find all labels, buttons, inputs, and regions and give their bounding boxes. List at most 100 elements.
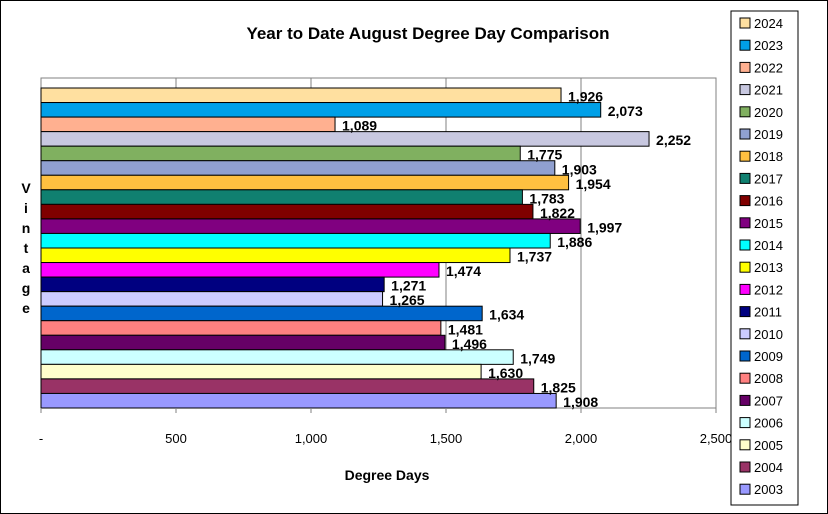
legend-label-2010: 2010 <box>754 327 783 342</box>
legend-swatch-2010 <box>739 328 751 340</box>
legend-label-2023: 2023 <box>754 38 783 53</box>
legend-label-2015: 2015 <box>754 216 783 231</box>
legend-label-2003: 2003 <box>754 482 783 497</box>
data-label-2005: 1,630 <box>488 365 523 381</box>
chart-title: Year to Date August Degree Day Compariso… <box>246 24 609 43</box>
legend-label-2021: 2021 <box>754 83 783 98</box>
bar-2003 <box>40 392 557 409</box>
legend-label-2008: 2008 <box>754 371 783 386</box>
bar-2018 <box>40 174 570 191</box>
data-label-2004: 1,825 <box>541 379 576 395</box>
data-label-2019: 1,903 <box>562 161 597 177</box>
data-label-2022: 1,089 <box>342 118 377 134</box>
data-label-2013: 1,737 <box>517 249 552 265</box>
bar-2012 <box>40 262 440 278</box>
bar-2007 <box>40 334 446 351</box>
data-label-2023: 2,073 <box>608 103 643 119</box>
y-axis-title-letter: a <box>22 260 30 276</box>
legend-label-2019: 2019 <box>754 127 783 142</box>
bar-2023 <box>40 102 602 118</box>
y-axis-title-letter: V <box>21 180 31 196</box>
legend-swatch-2022 <box>739 61 751 73</box>
legend-label-2018: 2018 <box>754 149 783 164</box>
legend-swatch-2019 <box>739 128 751 140</box>
data-label-2021: 2,252 <box>656 132 691 148</box>
legend-label-2011: 2011 <box>754 305 782 320</box>
legend-swatch-2023 <box>739 39 751 51</box>
data-label-2014: 1,886 <box>557 234 592 250</box>
legend-label-2012: 2012 <box>754 282 783 297</box>
legend-swatch-2016 <box>739 195 751 207</box>
bar-2014 <box>40 232 551 249</box>
data-label-2020: 1,775 <box>527 147 562 163</box>
legend-label-2005: 2005 <box>754 438 783 453</box>
bar-2020 <box>40 145 521 162</box>
bar-2024 <box>40 87 562 104</box>
legend-swatch-2007 <box>739 394 751 406</box>
x-tick-label: 1,000 <box>295 431 328 446</box>
y-axis-title-letter: i <box>24 200 28 216</box>
y-axis-title-letter: n <box>22 220 31 236</box>
x-tick-label: - <box>39 431 43 446</box>
legend-label-2013: 2013 <box>754 260 783 275</box>
legend-label-2009: 2009 <box>754 349 783 364</box>
legend-swatch-2003 <box>739 483 751 495</box>
legend-label-2007: 2007 <box>754 393 783 408</box>
x-tick-label: 500 <box>165 431 187 446</box>
bar-2013 <box>40 247 511 264</box>
data-label-2007: 1,496 <box>452 336 487 352</box>
data-label-2003: 1,908 <box>563 394 598 410</box>
data-label-2018: 1,954 <box>576 176 611 192</box>
y-axis-title-letter: e <box>22 300 30 316</box>
x-tick-label: 2,000 <box>565 431 598 446</box>
x-tick-label: 2,500 <box>700 431 733 446</box>
legend-swatch-2018 <box>739 150 751 162</box>
data-label-2012: 1,474 <box>446 263 481 279</box>
legend-label-2016: 2016 <box>754 194 783 209</box>
bar-2009 <box>40 305 483 322</box>
legend-label-2020: 2020 <box>754 105 783 120</box>
legend-swatch-2012 <box>739 283 751 295</box>
bar-2006 <box>40 349 514 365</box>
y-axis-title-letter: g <box>22 280 31 296</box>
legend-swatch-2013 <box>739 261 751 273</box>
data-label-2006: 1,749 <box>520 350 555 366</box>
bar-2011 <box>40 276 385 293</box>
bar-2017 <box>40 189 523 205</box>
data-label-2016: 1,822 <box>540 205 575 221</box>
legend-swatch-2024 <box>739 17 751 29</box>
legend-swatch-2014 <box>739 239 751 251</box>
bar-2021 <box>40 131 650 147</box>
legend-swatch-2021 <box>739 84 751 96</box>
legend-swatch-2005 <box>739 439 751 451</box>
data-label-2015: 1,997 <box>587 219 622 235</box>
bar-2008 <box>40 320 442 336</box>
legend-swatch-2011 <box>739 306 751 318</box>
legend-label-2006: 2006 <box>754 416 783 431</box>
legend-label-2014: 2014 <box>754 238 783 253</box>
legend-swatch-2015 <box>739 217 751 229</box>
data-label-2008: 1,481 <box>448 321 483 337</box>
legend-label-2022: 2022 <box>754 60 783 75</box>
bar-2016 <box>40 203 534 220</box>
bar-2004 <box>40 378 535 394</box>
data-label-2009: 1,634 <box>489 307 524 323</box>
legend-swatch-2017 <box>739 172 751 184</box>
bar-2005 <box>40 363 482 380</box>
x-tick-label: 1,500 <box>430 431 463 446</box>
data-label-2024: 1,926 <box>568 89 603 105</box>
bar-2015 <box>40 218 581 234</box>
legend-label-2024: 2024 <box>754 16 783 31</box>
legend-swatch-2020 <box>739 106 751 118</box>
legend-swatch-2004 <box>739 461 751 473</box>
data-label-2017: 1,783 <box>529 190 564 206</box>
legend-swatch-2009 <box>739 350 751 362</box>
legend-label-2017: 2017 <box>754 171 783 186</box>
data-label-2010: 1,265 <box>390 292 425 308</box>
bar-2010 <box>40 291 384 307</box>
legend-label-2004: 2004 <box>754 460 783 475</box>
bar-2022 <box>40 116 336 133</box>
data-label-2011: 1,271 <box>391 278 426 294</box>
